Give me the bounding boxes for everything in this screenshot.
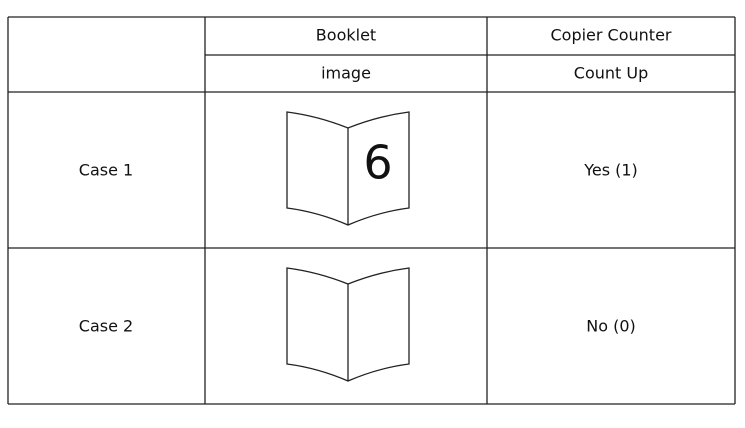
header-cell: Count Up	[574, 64, 648, 83]
header-cell: Booklet	[316, 26, 376, 45]
booklet-outline	[286, 267, 410, 382]
count-cell: No (0)	[586, 317, 636, 336]
page-number: 6	[363, 136, 392, 190]
table-grid	[7, 16, 736, 405]
booklet-icon	[286, 111, 410, 226]
booklet-icon	[286, 267, 410, 382]
booklet-outline	[286, 111, 410, 226]
case-label: Case 1	[79, 161, 133, 180]
header-cell: image	[321, 64, 371, 83]
count-cell: Yes (1)	[583, 161, 638, 180]
case-label: Case 2	[79, 317, 133, 336]
header-cell: Copier Counter	[550, 26, 671, 45]
